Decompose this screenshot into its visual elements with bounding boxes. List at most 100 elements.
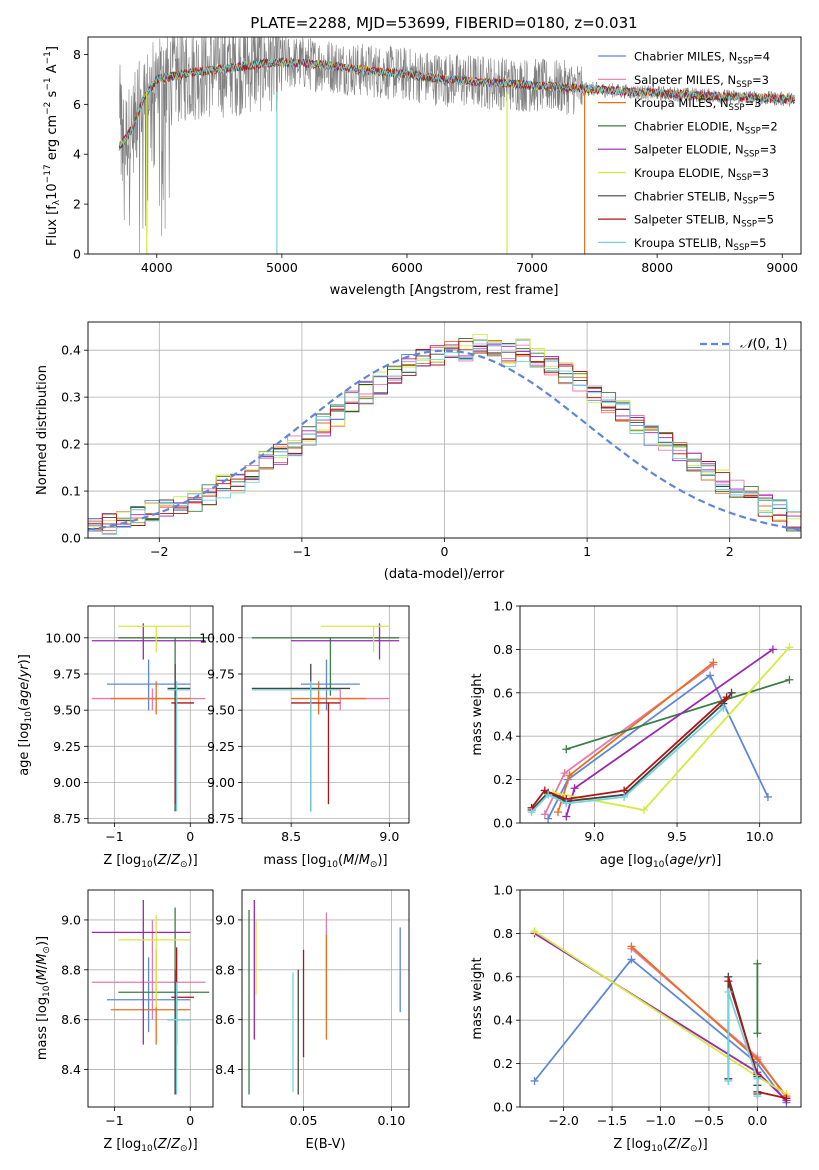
x-tick-label: 5000: [266, 260, 298, 275]
y-tick-label: 8.75: [207, 811, 235, 826]
observed-spectrum-line: [119, 37, 795, 253]
axes-frame: [241, 889, 410, 1108]
residual-histogram-line: [88, 347, 801, 532]
y-tick-label: 8.75: [53, 811, 81, 826]
x-tick-label: 2: [726, 544, 734, 559]
y-tick-label: 0.1: [61, 484, 81, 499]
y-tick-label: 8.6: [215, 1012, 235, 1027]
weight-marker: [768, 645, 777, 654]
axes-frame: [87, 889, 214, 1108]
x-axis-label: mass [log10(M/M⊙)]: [263, 853, 387, 870]
weight-marker: [530, 1076, 539, 1085]
x-tick-label: 9.5: [667, 829, 687, 844]
weight-marker: [753, 1055, 762, 1064]
y-tick-label: 0.0: [61, 531, 81, 546]
legend-label: Salpeter ELODIE, NSSP=3: [634, 143, 777, 160]
x-tick-label: 6000: [391, 260, 423, 275]
y-tick-label: 2: [73, 197, 81, 212]
y-tick-label: 9.50: [53, 703, 81, 718]
weight-marker: [785, 675, 794, 684]
y-tick-label: 8: [73, 47, 81, 62]
weight-marker: [753, 959, 762, 968]
axes-frame: [241, 605, 410, 824]
x-tick-label: 9.0: [379, 829, 399, 844]
plot-area: [88, 606, 213, 823]
x-axis-label: wavelength [Angstrom, rest frame]: [330, 283, 559, 298]
x-tick-label: 8000: [641, 260, 673, 275]
x-tick-label: −1.5: [597, 1113, 627, 1128]
weight-series-line: [533, 958, 788, 1104]
x-tick-label: 0.0: [747, 1113, 767, 1128]
y-tick-label: 0.2: [493, 772, 513, 787]
weight-marker: [753, 1029, 762, 1038]
legend-label: Kroupa ELODIE, NSSP=3: [634, 166, 769, 183]
weight-marker: [562, 745, 571, 754]
plot-area: [88, 890, 213, 1107]
y-tick-label: 0.0: [493, 1100, 513, 1115]
x-tick-label: 1: [583, 544, 591, 559]
x-tick-label: −0.5: [694, 1113, 724, 1128]
legend-label: Chabrier STELIB, NSSP=5: [634, 189, 775, 206]
weight-marker: [719, 703, 728, 712]
plot-content: [530, 927, 791, 1107]
y-tick-label: 0.3: [61, 390, 81, 405]
chart-title: PLATE=2288, MJD=53699, FIBERID=0180, z=0…: [250, 14, 637, 32]
y-tick-label: 0: [73, 247, 81, 262]
weight-marker: [627, 942, 636, 951]
y-axis-label: mass weight: [470, 673, 485, 755]
weight-marker: [753, 1092, 762, 1101]
x-tick-label: 0: [186, 1113, 194, 1128]
plot-content: [527, 643, 794, 823]
y-tick-label: 0.2: [493, 1056, 513, 1071]
y-tick-label: 9.0: [215, 912, 235, 927]
x-tick-label: −2.0: [548, 1113, 578, 1128]
weight-marker: [727, 688, 736, 697]
plot-content: [118, 37, 796, 254]
x-axis-label: age [log10(age/yr)]: [600, 853, 722, 870]
weight-marker: [724, 987, 733, 996]
x-axis-label: E(B-V): [305, 1137, 345, 1152]
plot-area: [242, 606, 409, 823]
weight-marker: [527, 808, 536, 817]
axes-frame: [87, 321, 802, 539]
x-tick-label: 7000: [516, 260, 548, 275]
y-tick-label: 0.4: [61, 343, 81, 358]
y-tick-label: 0.4: [493, 1013, 513, 1028]
panel-5: Z [log10(Z/Z⊙)] mass [log10(M/M⊙)]: [35, 889, 214, 1154]
plot-content: [91, 899, 210, 1095]
y-tick-label: 10.00: [45, 630, 81, 645]
legend-label: Kroupa MILES, NSSP=3: [634, 96, 761, 113]
y-axis-label: Normed distribution: [35, 365, 50, 495]
panel-4: age [log10(age/yr)] mass weight: [470, 605, 802, 870]
x-axis-label: Z [log10(Z/Z⊙)]: [103, 1137, 197, 1154]
residual-histogram-line: [88, 343, 801, 528]
x-tick-label: 0.10: [377, 1113, 405, 1128]
weight-marker: [562, 799, 571, 808]
y-tick-label: 9.25: [207, 739, 235, 754]
y-tick-label: 8.4: [215, 1062, 235, 1077]
weight-marker: [763, 792, 772, 801]
weight-marker: [782, 1094, 791, 1103]
x-axis-label: Z [log10(Z/Z⊙)]: [613, 1137, 707, 1154]
y-axis-label: age [log10(age/yr)]: [17, 654, 34, 776]
weight-marker: [724, 1076, 733, 1085]
weight-marker: [540, 810, 549, 819]
y-tick-label: 0.6: [493, 969, 513, 984]
y-tick-label: 9.0: [61, 912, 81, 927]
weight-marker: [709, 658, 718, 667]
legend-label: Salpeter STELIB, NSSP=5: [634, 213, 774, 230]
panel-6: E(B-V): [238, 889, 410, 1152]
y-tick-label: 0.0: [493, 816, 513, 831]
x-tick-label: 4000: [141, 260, 173, 275]
weight-series-line: [530, 692, 733, 811]
panel-7: Z [log10(Z/Z⊙)] mass weight: [470, 889, 802, 1154]
x-tick-label: 0: [441, 544, 449, 559]
y-tick-label: 8.8: [215, 962, 235, 977]
weight-series-line: [727, 991, 759, 1097]
legend-label: Chabrier ELODIE, NSSP=2: [634, 119, 778, 136]
gaussian-reference-line: [88, 349, 801, 531]
legend-label: 𝒩(0, 1): [740, 337, 787, 352]
y-axis-label: Flux [fλ10−17 erg cm−2 s−1 A−1]: [43, 46, 62, 246]
axes-frame: [87, 605, 214, 824]
